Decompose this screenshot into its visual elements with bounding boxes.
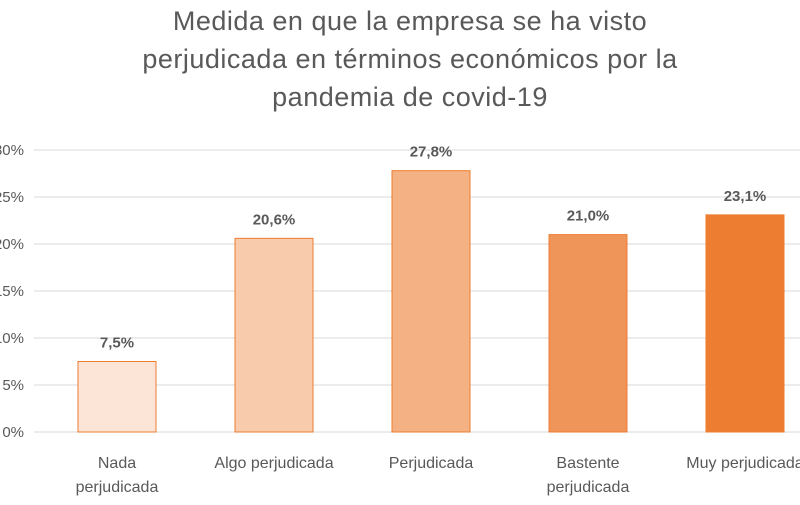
category-label-line: Muy perjudicada xyxy=(686,455,800,472)
category-label-line: Bastente xyxy=(556,455,619,472)
y-tick-label: 25% xyxy=(0,189,24,206)
category-label: Bastente perjudicada xyxy=(547,455,630,496)
data-label: 23,1% xyxy=(724,188,767,205)
category-labels: Nada perjudicada Algo perjudicada Perjudica… xyxy=(76,455,800,496)
y-tick-label: 30% xyxy=(0,142,24,159)
y-tick-label: 20% xyxy=(0,236,24,253)
category-label-line: Nada xyxy=(98,455,136,472)
category-label: Perjudicada xyxy=(389,455,474,472)
y-tick-label: 15% xyxy=(0,283,24,300)
bar xyxy=(77,361,157,433)
y-tick-label: 0% xyxy=(2,424,24,441)
y-tick-label: 10% xyxy=(0,330,24,347)
category-label: Algo perjudicada xyxy=(214,455,333,472)
bar xyxy=(548,234,628,433)
chart-title-line-3: pandemia de covid-19 xyxy=(272,82,548,112)
category-label-line: Algo perjudicada xyxy=(214,455,333,472)
data-labels: 7,5% 20,6% 27,8% 21,0% 23,1% xyxy=(100,144,766,352)
category-label-line: perjudicada xyxy=(547,479,630,496)
category-label-line: Perjudicada xyxy=(389,455,474,472)
y-tick-label: 5% xyxy=(2,377,24,394)
category-label: Muy perjudicada xyxy=(686,455,800,472)
category-label: Nada perjudicada xyxy=(76,455,159,496)
category-label-line: perjudicada xyxy=(76,479,159,496)
chart-title: Medida en que la empresa se ha visto per… xyxy=(0,2,800,116)
data-label: 7,5% xyxy=(100,335,134,352)
bars xyxy=(77,170,785,433)
data-label: 20,6% xyxy=(253,211,296,228)
data-label: 21,0% xyxy=(567,208,610,225)
data-label: 27,8% xyxy=(410,144,453,161)
chart-title-line-1: Medida en que la empresa se ha visto xyxy=(172,6,648,36)
bar xyxy=(391,170,471,433)
bar xyxy=(234,237,314,433)
chart-title-line-2: perjudicada en términos económicos por l… xyxy=(142,44,678,74)
bar xyxy=(705,214,785,433)
y-axis-ticks: 0% 5% 10% 15% 20% 25% 30% xyxy=(0,142,24,441)
